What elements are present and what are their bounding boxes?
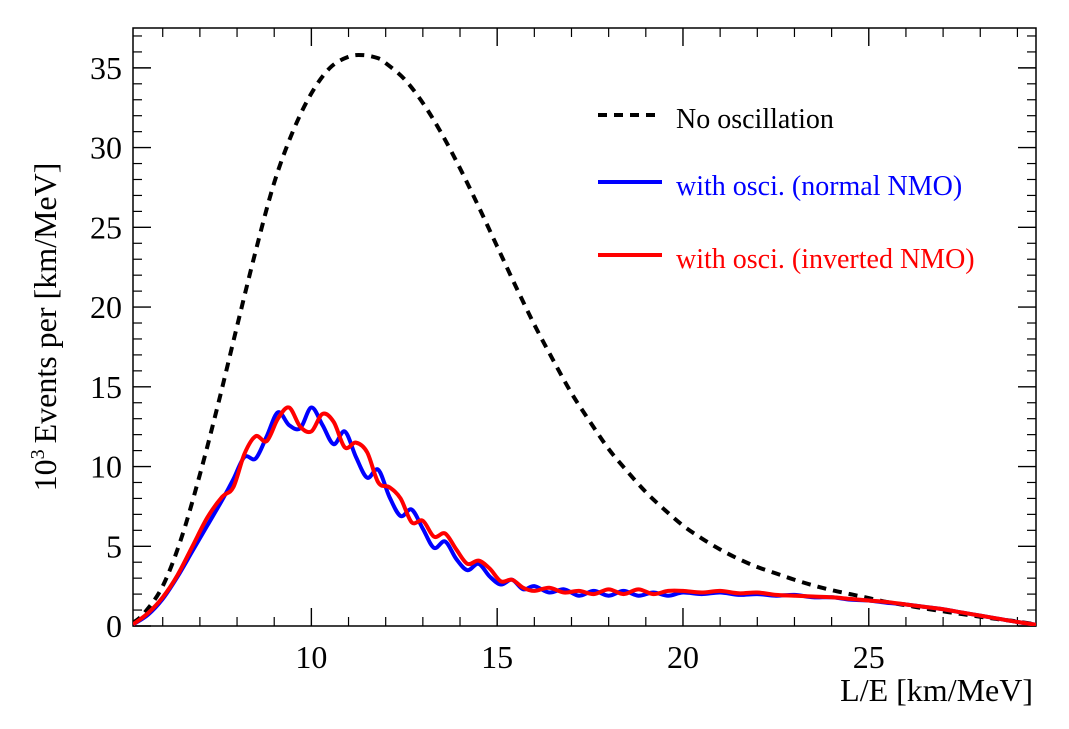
y-axis-title-main: Events per [km/MeV]: [27, 163, 63, 444]
x-tick-label: 25: [853, 639, 885, 675]
y-tick-label: 5: [106, 528, 122, 564]
series-line-inverted-nmo: [133, 405, 1036, 626]
minor-ticks: [133, 28, 1036, 626]
y-tick-label: 35: [90, 50, 122, 86]
x-tick-labels: 10 15 20 25: [295, 639, 884, 675]
legend-label-inverted-nmo: with osci. (inverted NMO): [676, 244, 975, 275]
y-tick-label: 15: [90, 369, 122, 405]
y-axis-title-prefix: 10: [27, 459, 63, 491]
series-line-no-oscillation: [133, 52, 1036, 626]
legend-label-normal-nmo: with osci. (normal NMO): [676, 171, 962, 202]
y-tick-label: 20: [90, 289, 122, 325]
y-axis-title-exponent: 3: [27, 449, 49, 459]
y-tick-label: 30: [90, 130, 122, 166]
y-axis-title: 103 Events per [km/MeV]: [27, 163, 63, 492]
y-tick-label: 10: [90, 449, 122, 485]
y-tick-label: 0: [106, 608, 122, 644]
legend-label-no-oscillation: No oscillation: [676, 104, 834, 135]
x-axis-title: L/E [km/MeV]: [840, 672, 1033, 708]
plot-frame: [132, 27, 1037, 627]
legend: No oscillation with osci. (normal NMO) wit…: [598, 104, 975, 275]
x-tick-label: 10: [295, 639, 327, 675]
svg-text:103Events per [km/MeV]: 103 Events per [km/MeV]: [27, 163, 63, 492]
x-tick-label: 15: [481, 639, 513, 675]
major-ticks: [133, 28, 1036, 627]
series-group: [133, 52, 1036, 626]
x-tick-label: 20: [667, 639, 699, 675]
y-tick-label: 25: [90, 209, 122, 245]
y-tick-labels: 0 5 10 15 20 25 30 35: [90, 50, 122, 644]
